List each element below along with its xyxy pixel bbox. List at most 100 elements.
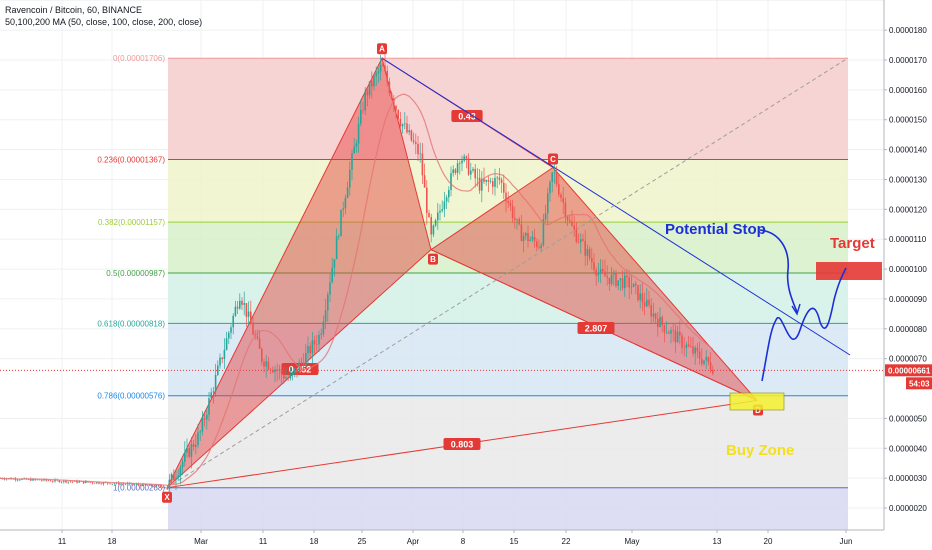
candle-body — [529, 239, 531, 242]
candle-body — [159, 485, 162, 487]
candle-body — [247, 311, 250, 317]
candle-body — [250, 311, 252, 325]
candle-body — [340, 209, 342, 237]
candle-body — [263, 361, 265, 367]
candle-body — [487, 179, 490, 182]
candle-body — [305, 353, 307, 367]
buy-zone-box — [729, 392, 785, 411]
candle-body — [410, 130, 413, 141]
x-tick-label: 18 — [310, 537, 319, 546]
candle-body — [333, 259, 336, 268]
candle-body — [505, 192, 507, 202]
candle-body — [540, 245, 542, 249]
candle-body — [602, 268, 604, 272]
y-tick-label: 0.0000180 — [889, 26, 927, 35]
candle-body — [476, 177, 479, 179]
candle-body — [164, 487, 166, 489]
fib-label: 0(0.00001706) — [113, 54, 165, 63]
candle-body — [665, 332, 668, 334]
candle-body — [463, 156, 465, 161]
candle-body — [621, 278, 624, 289]
candle-body — [705, 357, 707, 361]
candle-body — [338, 236, 340, 237]
candle-body — [657, 319, 659, 327]
candle-body — [632, 283, 635, 287]
candle-body — [197, 432, 199, 446]
candle-body — [575, 229, 578, 242]
candle-body — [637, 285, 639, 301]
candle-body — [166, 487, 168, 490]
fib-label: 0.236(0.00001367) — [97, 155, 165, 164]
candle-body — [404, 123, 406, 125]
candle-body — [434, 220, 437, 226]
candle-body — [542, 219, 545, 246]
y-tick-label: 0.0000110 — [889, 235, 927, 244]
candle-body — [30, 478, 32, 481]
candle-body — [267, 361, 270, 370]
point-c-marker: C — [548, 153, 558, 165]
candle-body — [192, 444, 195, 447]
x-tick-label: 22 — [562, 537, 571, 546]
candle-body — [243, 303, 245, 305]
target-label: Target — [830, 235, 875, 252]
candle-body — [509, 202, 512, 206]
point-label: D — [755, 406, 761, 415]
candle-body — [331, 267, 333, 283]
candle-body — [470, 170, 472, 175]
candle-body — [639, 293, 641, 301]
ratio-badge: 2.807 — [577, 322, 615, 334]
candle-body — [208, 398, 210, 415]
candle-body — [184, 452, 186, 462]
candle-body — [650, 305, 652, 317]
candle-body — [111, 483, 113, 485]
candles — [0, 53, 714, 496]
y-tick-label: 0.0000050 — [889, 414, 927, 423]
candle-body — [401, 124, 404, 127]
candle-body — [419, 153, 421, 155]
candle-body — [492, 181, 494, 187]
candle-body — [302, 362, 305, 367]
candle-body — [619, 278, 622, 281]
candle-body — [278, 369, 281, 371]
candle-body — [571, 221, 573, 226]
candle-body — [217, 365, 219, 375]
candle-body — [221, 357, 223, 360]
candle-body — [298, 362, 300, 373]
candle-body — [474, 168, 476, 179]
ratio-badge: 0.43 — [451, 110, 483, 122]
candle-body — [683, 347, 685, 349]
candle-body — [626, 275, 628, 278]
potential-stop-label: Potential Stop — [665, 221, 766, 238]
candle-body — [234, 306, 237, 316]
x-tick-label: 20 — [764, 537, 773, 546]
candle-body — [241, 300, 243, 305]
candle-body — [694, 347, 696, 354]
candle-body — [485, 179, 487, 182]
candle-body — [168, 479, 171, 490]
candle-body — [307, 346, 309, 354]
candle-body — [133, 484, 135, 485]
y-tick-label: 0.0000080 — [889, 325, 927, 334]
candle-body — [236, 306, 239, 309]
candle-body — [648, 299, 650, 306]
countdown-value: 54:03 — [909, 379, 930, 388]
candle-body — [483, 178, 485, 182]
candle-body — [395, 105, 397, 111]
point-badge — [377, 43, 387, 55]
trendlines — [0, 57, 884, 489]
candle-body — [54, 479, 56, 482]
candle-body — [452, 169, 454, 174]
candle-body — [371, 81, 373, 87]
target-box — [816, 262, 882, 280]
candle-body — [296, 368, 298, 373]
candle-body — [610, 274, 613, 284]
candle-body — [32, 478, 34, 481]
stop-arrow — [759, 229, 798, 313]
candle-body — [668, 332, 670, 334]
candle-body — [685, 344, 688, 348]
candle-body — [78, 481, 80, 483]
candle-body — [280, 369, 283, 374]
candle-body — [690, 346, 692, 347]
candle-body — [558, 184, 560, 195]
